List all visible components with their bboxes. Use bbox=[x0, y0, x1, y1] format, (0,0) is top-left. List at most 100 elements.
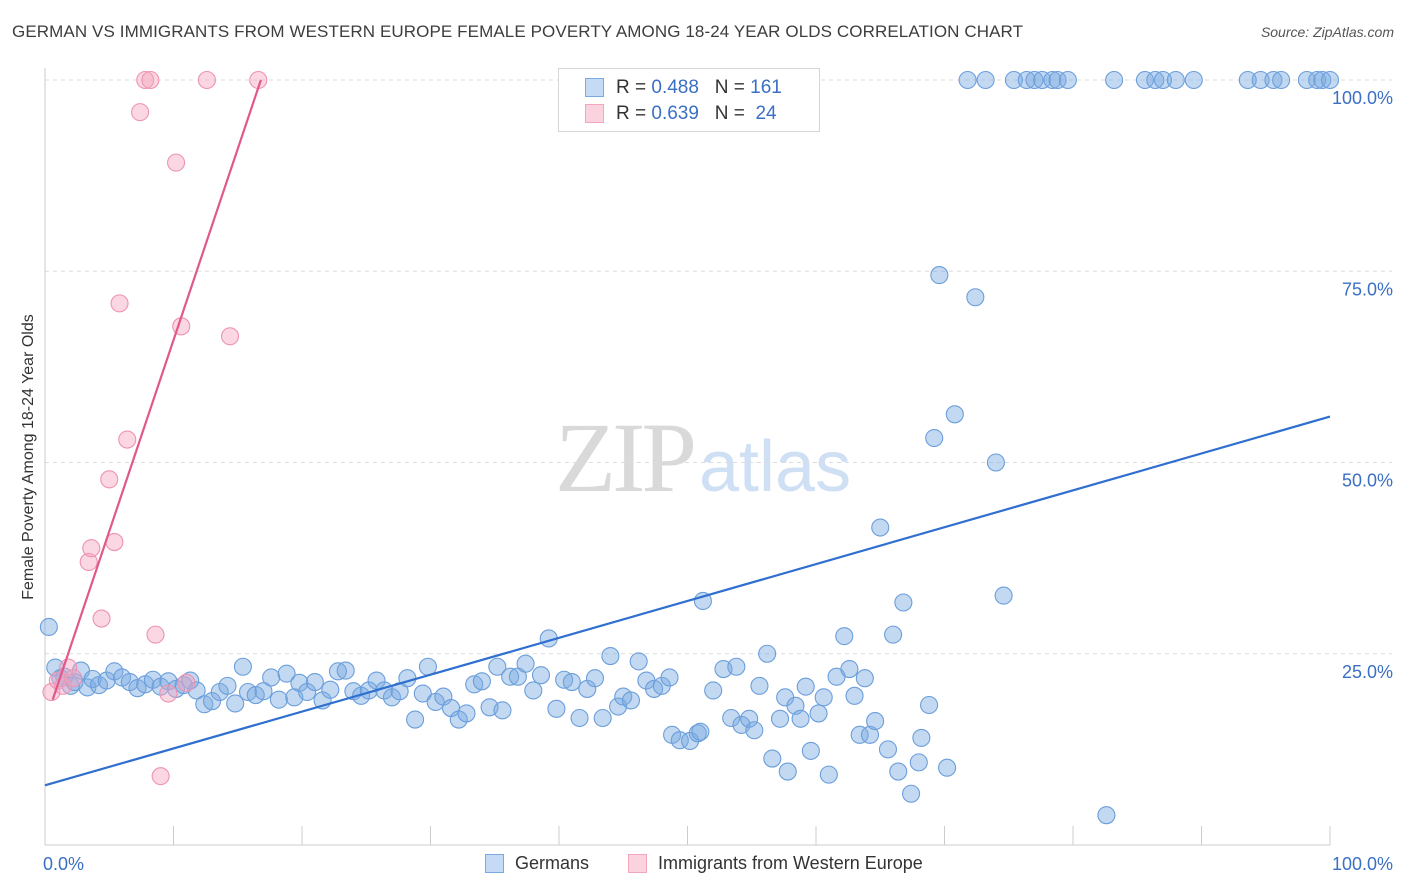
immigrants-n-value: 24 bbox=[755, 103, 777, 124]
germans-point-24 bbox=[203, 692, 222, 711]
germans-point-126 bbox=[909, 753, 928, 772]
germans-trendline bbox=[44, 415, 1331, 787]
germans-point-66 bbox=[516, 654, 535, 673]
germans-point-150 bbox=[1166, 70, 1185, 90]
germans-point-104 bbox=[778, 762, 797, 781]
germans-point-33 bbox=[269, 690, 288, 709]
germans-r-value: 0.488 bbox=[651, 77, 699, 98]
germans-point-60 bbox=[472, 672, 491, 691]
germans-point-107 bbox=[796, 677, 815, 696]
immigrants-point-20 bbox=[177, 673, 196, 692]
germans-point-7 bbox=[78, 678, 97, 697]
x-tick-label-100: 100.0% bbox=[1332, 854, 1393, 874]
germans-point-106 bbox=[791, 709, 810, 728]
germans-point-114 bbox=[840, 659, 859, 679]
germans-point-70 bbox=[547, 699, 566, 718]
germans-point-67 bbox=[524, 681, 543, 700]
germans-point-27 bbox=[226, 694, 245, 713]
immigrants-point-15 bbox=[146, 625, 165, 644]
y-tick-label-25: 25.0% bbox=[1342, 662, 1393, 682]
germans-point-120 bbox=[871, 518, 890, 537]
watermark-atlas: atlas bbox=[699, 427, 852, 507]
immigrants-point-5 bbox=[79, 552, 98, 572]
germans-point-34 bbox=[277, 664, 296, 683]
germans-point-124 bbox=[894, 593, 913, 612]
germans-point-139 bbox=[1017, 70, 1036, 90]
germans-swatch bbox=[585, 78, 604, 97]
germans-point-142 bbox=[1043, 70, 1062, 90]
germans-point-68 bbox=[531, 666, 551, 685]
trend-lines bbox=[44, 79, 1331, 787]
germans-point-22 bbox=[187, 681, 206, 700]
immigrants-point-18 bbox=[167, 153, 186, 172]
germans-point-127 bbox=[912, 728, 931, 747]
germans-point-119 bbox=[866, 712, 885, 731]
tick-labels: 100.0% 75.0% 50.0% 25.0% 0.0% 100.0% bbox=[43, 88, 1393, 874]
immigrants-legend-swatch bbox=[628, 854, 647, 873]
immigrants-point-21 bbox=[197, 70, 216, 90]
germans-point-52 bbox=[413, 684, 432, 703]
germans-point-95 bbox=[727, 657, 746, 676]
germans-point-108 bbox=[801, 741, 820, 760]
germans-point-137 bbox=[994, 586, 1013, 605]
germans-point-62 bbox=[488, 657, 507, 676]
immigrants-point-11 bbox=[118, 430, 137, 449]
germans-point-148 bbox=[1146, 70, 1165, 90]
germans-point-64 bbox=[501, 667, 520, 686]
immigrants-point-10 bbox=[110, 294, 129, 313]
immigrants-point-12 bbox=[131, 103, 150, 122]
immigrants-swatch bbox=[585, 104, 604, 123]
germans-point-36 bbox=[290, 673, 309, 692]
germans-point-147 bbox=[1135, 70, 1155, 90]
germans-point-109 bbox=[809, 704, 828, 723]
germans-point-77 bbox=[601, 646, 620, 666]
germans-point-140 bbox=[1025, 70, 1044, 90]
germans-point-46 bbox=[367, 671, 386, 690]
germans-point-152 bbox=[1238, 70, 1257, 90]
germans-legend-swatch bbox=[485, 854, 504, 873]
germans-points bbox=[39, 70, 1340, 825]
germans-point-102 bbox=[770, 709, 790, 728]
immigrants-r-value: 0.639 bbox=[651, 103, 699, 124]
germans-point-159 bbox=[1320, 70, 1340, 90]
germans-point-88 bbox=[681, 731, 700, 751]
germans-point-122 bbox=[884, 625, 903, 644]
germans-point-111 bbox=[819, 765, 838, 784]
germans-point-110 bbox=[814, 688, 833, 707]
germans-point-158 bbox=[1313, 70, 1332, 90]
germans-point-123 bbox=[889, 762, 908, 781]
germans-point-101 bbox=[763, 749, 782, 768]
germans-point-130 bbox=[930, 266, 949, 285]
immigrants-point-22 bbox=[220, 327, 240, 346]
watermark-zip: ZIP bbox=[555, 402, 697, 513]
germans-point-138 bbox=[1004, 70, 1023, 90]
germans-point-144 bbox=[1058, 70, 1077, 90]
germans-point-98 bbox=[745, 721, 764, 740]
germans-point-58 bbox=[457, 704, 476, 723]
germans-point-125 bbox=[902, 784, 921, 803]
germans-point-41 bbox=[328, 662, 348, 681]
germans-point-16 bbox=[143, 670, 162, 689]
germans-point-87 bbox=[670, 731, 689, 750]
germans-point-76 bbox=[593, 708, 612, 728]
germans-point-154 bbox=[1264, 70, 1283, 90]
germans-point-97 bbox=[740, 709, 759, 728]
germans-point-149 bbox=[1153, 70, 1172, 90]
chart-source: Source: ZipAtlas.com bbox=[1260, 24, 1394, 40]
grid-lines bbox=[45, 79, 1392, 655]
germans-point-117 bbox=[855, 669, 874, 688]
immigrants-point-4 bbox=[64, 669, 83, 688]
immigrants-point-13 bbox=[136, 70, 155, 90]
germans-point-99 bbox=[750, 676, 769, 695]
germans-point-26 bbox=[218, 676, 237, 695]
germans-point-90 bbox=[691, 722, 710, 741]
germans-point-18 bbox=[159, 672, 178, 691]
germans-point-153 bbox=[1251, 70, 1270, 90]
germans-point-28 bbox=[233, 657, 252, 676]
germans-point-32 bbox=[262, 668, 281, 687]
immigrants-legend-label: Immigrants from Western Europe bbox=[658, 853, 923, 873]
germans-point-115 bbox=[845, 686, 864, 705]
germans-point-135 bbox=[976, 70, 995, 90]
germans-point-42 bbox=[336, 661, 355, 680]
immigrants-point-16 bbox=[151, 767, 170, 786]
